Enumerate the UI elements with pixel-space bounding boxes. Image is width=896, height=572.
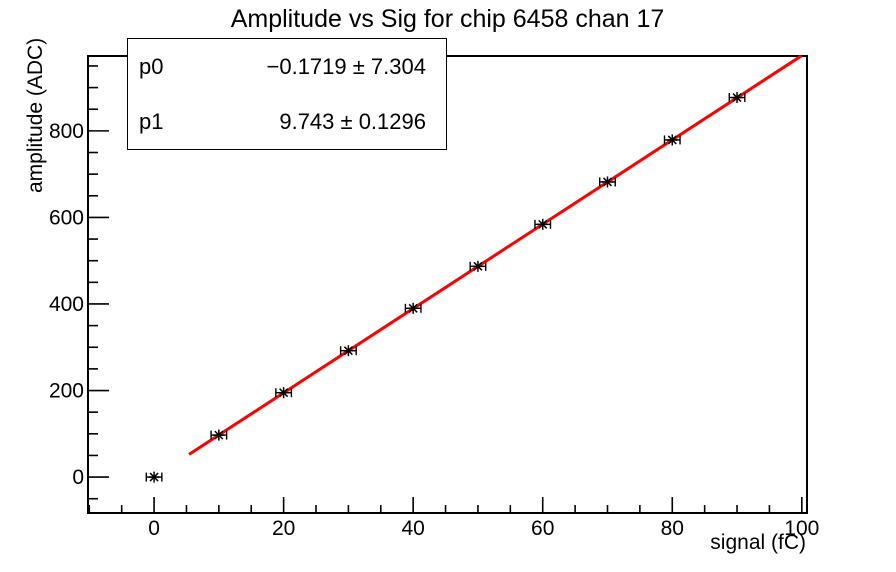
y-axis-minor-ticks [88, 65, 98, 500]
stats-param-value: 9.743 ± 0.1296 [279, 108, 426, 134]
x-tick-label: 40 [401, 517, 424, 540]
data-points [145, 92, 746, 483]
data-point-marker [599, 176, 616, 188]
data-point-marker [404, 302, 422, 314]
stats-row-p0: p0 −0.1719 ± 7.304 [128, 54, 446, 80]
fit-line [188, 54, 802, 456]
chart-title: Amplitude vs Sig for chip 6458 chan 17 [230, 5, 665, 33]
data-point-marker [663, 134, 681, 146]
stats-row-p1: p1 9.743 ± 0.1296 [128, 109, 446, 135]
stats-param-name: p0 [139, 53, 164, 79]
y-axis-ticks [88, 130, 109, 478]
data-point-marker [275, 387, 293, 399]
stats-param-value: −0.1719 ± 7.304 [266, 53, 427, 79]
x-tick-label: 20 [272, 517, 295, 540]
x-tick-label: 0 [148, 517, 160, 540]
stats-param-name: p1 [139, 108, 164, 134]
data-point-marker [210, 429, 228, 441]
data-point-marker [728, 92, 746, 104]
data-point-marker [469, 260, 487, 272]
y-tick-label: 0 [72, 466, 84, 489]
x-axis-title: signal (fC) [710, 531, 806, 554]
y-tick-label: 800 [49, 120, 84, 143]
y-tick-label: 200 [49, 380, 84, 403]
data-point-marker [145, 471, 163, 483]
x-tick-label: 100 [784, 517, 819, 540]
data-point-marker [534, 218, 552, 230]
y-tick-label: 400 [49, 293, 84, 316]
y-tick-label: 600 [49, 206, 84, 229]
y-axis-tick-labels: 0 200 400 600 800 [49, 120, 84, 489]
x-axis-tick-labels: 0 20 40 60 80 100 [148, 517, 819, 540]
y-axis-title: amplitude (ADC) [24, 38, 47, 193]
x-tick-label: 60 [531, 517, 554, 540]
data-point-marker [339, 345, 357, 357]
x-axis-minor-ticks [88, 505, 771, 513]
x-axis-ticks [153, 497, 803, 513]
plot-frame [87, 55, 808, 514]
x-tick-label: 80 [661, 517, 684, 540]
fit-stats-box: p0 −0.1719 ± 7.304 p1 9.743 ± 0.1296 [127, 38, 447, 150]
